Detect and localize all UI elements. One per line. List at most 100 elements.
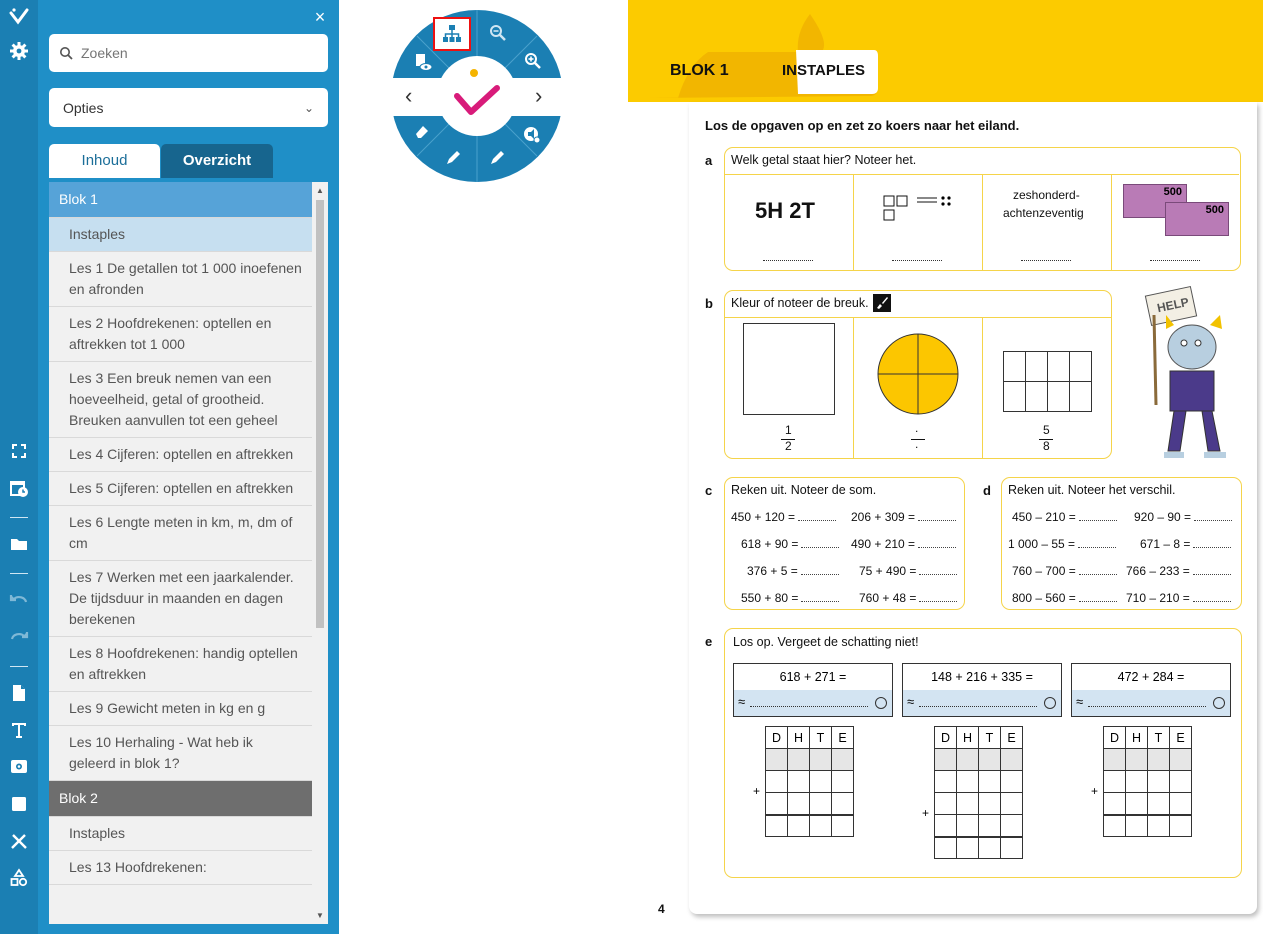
digit-cell[interactable] (956, 814, 979, 838)
tab-overzicht[interactable]: Overzicht (161, 144, 273, 178)
digit-cell[interactable] (1169, 748, 1192, 771)
digit-cell[interactable] (1125, 770, 1148, 793)
reveal-icon[interactable] (413, 52, 433, 72)
square-icon[interactable] (6, 791, 32, 817)
lesson-item[interactable]: Les 4 Cijferen: optellen en aftrekken (49, 438, 312, 472)
tab-inhoud[interactable]: Inhoud (49, 144, 160, 178)
digit-cell[interactable] (1103, 792, 1126, 816)
digit-cell[interactable] (1169, 770, 1192, 793)
answer-line[interactable] (1192, 566, 1231, 575)
digit-cell[interactable] (956, 748, 979, 771)
estimate-field[interactable]: ≈ (1072, 690, 1230, 716)
pen-icon[interactable] (445, 148, 463, 166)
lesson-item[interactable]: Instaples (49, 218, 312, 252)
lesson-item[interactable]: Les 7 Werken met een jaarkalender. De ti… (49, 561, 312, 637)
digit-cell[interactable] (1000, 792, 1023, 815)
scrollbar[interactable]: ▲ ▼ (312, 182, 328, 924)
options-dropdown[interactable]: Opties ⌄ (49, 88, 328, 127)
answer-line[interactable] (1078, 593, 1117, 602)
lesson-item[interactable]: Les 2 Hoofdrekenen: optellen en aftrekke… (49, 307, 312, 362)
search-box[interactable] (49, 34, 328, 72)
lesson-item[interactable]: Les 6 Lengte meten in km, m, dm of cm (49, 506, 312, 561)
digit-cell[interactable] (1000, 814, 1023, 838)
estimate-field[interactable]: ≈ (903, 690, 1061, 716)
digit-cell[interactable] (765, 770, 788, 793)
answer-line[interactable] (919, 566, 958, 575)
lesson-item[interactable]: Les 1 De getallen tot 1 000 inoefenen en… (49, 252, 312, 307)
digit-cell[interactable] (1000, 836, 1023, 859)
scroll-down-icon[interactable]: ▼ (316, 911, 324, 920)
digit-cell[interactable] (765, 792, 788, 816)
digit-cell[interactable] (978, 792, 1001, 815)
answer-line[interactable] (798, 512, 837, 521)
undo-icon[interactable] (6, 587, 32, 613)
screen-icon[interactable] (6, 754, 32, 780)
chevron-left-icon[interactable]: ‹ (405, 83, 413, 108)
digit-cell[interactable] (809, 814, 832, 837)
zoom-out-icon[interactable] (489, 24, 507, 42)
digit-cell[interactable] (787, 748, 810, 771)
digit-cell[interactable] (1103, 770, 1126, 793)
folder-icon[interactable] (6, 531, 32, 557)
section-header[interactable]: Blok 1 (49, 182, 312, 218)
zoom-in-icon[interactable] (524, 52, 542, 70)
digit-cell[interactable] (1125, 748, 1148, 771)
answer-line[interactable] (800, 566, 839, 575)
digit-cell[interactable] (831, 770, 854, 793)
digit-cell[interactable] (978, 814, 1001, 838)
lesson-item[interactable]: Instaples (49, 817, 312, 851)
calendar-clock-icon[interactable] (6, 475, 32, 501)
redo-icon[interactable] (6, 624, 32, 650)
digit-cell[interactable] (787, 770, 810, 793)
scroll-thumb[interactable] (316, 200, 324, 628)
fullscreen-icon[interactable] (6, 438, 32, 464)
digit-cell[interactable] (831, 814, 854, 837)
lesson-item[interactable]: Les 9 Gewicht meten in kg en g (49, 692, 312, 726)
estimate-field[interactable]: ≈ (734, 690, 892, 716)
digit-cell[interactable] (809, 748, 832, 771)
digit-cell[interactable] (978, 836, 1001, 859)
answer-line[interactable] (801, 539, 840, 548)
answer-line[interactable] (918, 512, 957, 521)
check-circle-icon[interactable] (1044, 697, 1056, 709)
tools-icon[interactable] (6, 828, 32, 854)
digit-cell[interactable] (956, 792, 979, 815)
digit-cell[interactable] (1125, 792, 1148, 816)
digit-cell[interactable] (1147, 792, 1170, 816)
scroll-up-icon[interactable]: ▲ (316, 186, 324, 195)
answer-line[interactable] (1193, 539, 1232, 548)
digit-cell[interactable] (934, 836, 957, 859)
shapes-icon[interactable] (6, 865, 32, 891)
digit-cell[interactable] (956, 836, 979, 859)
digit-cell[interactable] (1103, 814, 1126, 837)
digit-cell[interactable] (934, 814, 957, 838)
digit-cell[interactable] (1147, 748, 1170, 771)
answer-line[interactable] (918, 539, 957, 548)
settings-icon[interactable] (6, 38, 32, 64)
document-icon[interactable] (6, 680, 32, 706)
answer-line[interactable] (1078, 512, 1117, 521)
digit-cell[interactable] (809, 792, 832, 816)
answer-line[interactable] (1192, 593, 1231, 602)
digit-cell[interactable] (765, 748, 788, 771)
digit-cell[interactable] (787, 814, 810, 837)
close-sidebar-button[interactable]: × (314, 7, 326, 27)
digit-cell[interactable] (1169, 814, 1192, 837)
answer-line[interactable] (1078, 539, 1117, 548)
lesson-item[interactable]: Les 13 Hoofdrekenen: (49, 851, 312, 885)
answer-line[interactable] (919, 593, 958, 602)
digit-cell[interactable] (978, 748, 1001, 771)
lesson-item[interactable]: Les 3 Een breuk nemen van een hoeveelhei… (49, 362, 312, 438)
sitemap-icon[interactable] (433, 17, 471, 51)
digit-cell[interactable] (978, 770, 1001, 793)
answer-line[interactable] (801, 593, 840, 602)
digit-cell[interactable] (1147, 770, 1170, 793)
search-input[interactable] (79, 44, 313, 62)
digit-cell[interactable] (934, 748, 957, 771)
digit-cell[interactable] (956, 770, 979, 793)
digit-cell[interactable] (1125, 814, 1148, 837)
check-circle-icon[interactable] (875, 697, 887, 709)
chevron-right-icon[interactable]: › (535, 83, 543, 108)
